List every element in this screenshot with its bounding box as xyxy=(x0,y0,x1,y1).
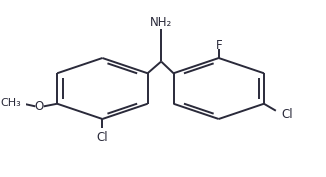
Text: Cl: Cl xyxy=(96,131,108,144)
Text: O: O xyxy=(35,100,44,113)
Text: F: F xyxy=(215,39,222,52)
Text: NH₂: NH₂ xyxy=(150,16,172,29)
Text: Cl: Cl xyxy=(282,108,293,121)
Text: CH₃: CH₃ xyxy=(1,98,22,108)
